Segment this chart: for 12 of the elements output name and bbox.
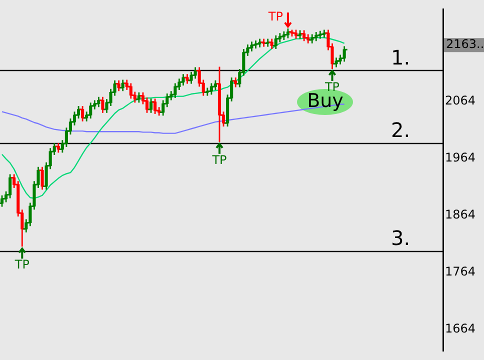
- y-tick-label: 2163...: [446, 37, 484, 52]
- annotation: TP: [14, 258, 30, 272]
- y-tick-label: 1664: [445, 321, 476, 336]
- y-tick-label: 1864: [445, 207, 476, 222]
- annotation: 1.: [391, 45, 410, 70]
- annotation: 3.: [391, 226, 410, 250]
- annotation: TP: [211, 152, 227, 167]
- y-tick-label: 1964: [445, 150, 476, 164]
- y-tick-label: 1764: [445, 264, 476, 278]
- annotation: 2.: [391, 118, 410, 142]
- y-tick-label: 2064: [445, 94, 476, 108]
- annotation: TP: [267, 10, 283, 24]
